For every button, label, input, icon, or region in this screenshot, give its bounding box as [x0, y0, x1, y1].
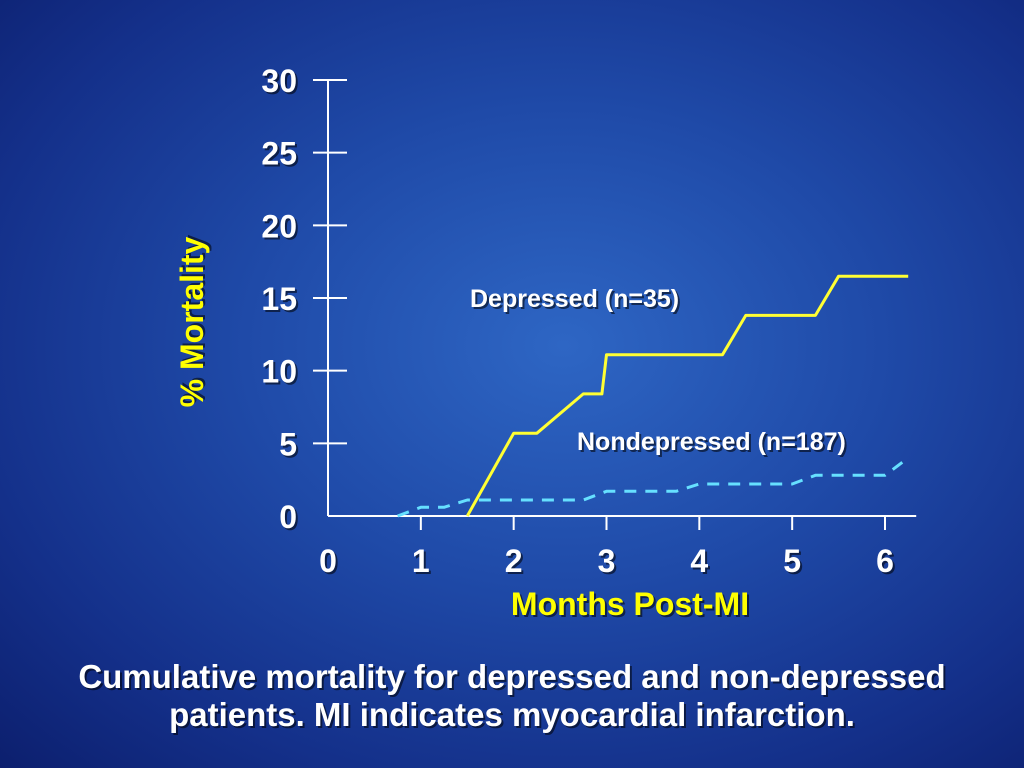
- x-tick-label: 0: [319, 543, 337, 579]
- caption: Cumulative mortality for depressed and n…: [20, 658, 1004, 734]
- y-tick-label: 20: [261, 208, 297, 244]
- x-tick-label: 5: [783, 543, 801, 579]
- y-tick-label: 25: [261, 136, 297, 172]
- y-tick-label: 10: [261, 354, 297, 390]
- x-tick-label: 1: [412, 543, 430, 579]
- y-axis-title: % Mortality: [174, 236, 210, 407]
- y-tick-label: 30: [261, 63, 297, 99]
- series-line-depressed: [465, 274, 909, 517]
- y-tick-label: 5: [279, 426, 297, 462]
- x-tick-label: 6: [876, 543, 894, 579]
- y-tick-label: 0: [279, 499, 297, 535]
- x-tick-label: 4: [690, 543, 708, 579]
- x-tick-label: 2: [505, 543, 523, 579]
- y-tick-label: 15: [261, 281, 297, 317]
- series-label-nondepressed: Nondepressed (n=187): [577, 428, 846, 456]
- caption-line-1: Cumulative mortality for depressed and n…: [78, 658, 946, 695]
- series-line-nondepressed: [397, 456, 910, 518]
- series-label-depressed: Depressed (n=35): [470, 285, 679, 313]
- x-tick-label: 3: [598, 543, 616, 579]
- caption-line-2: patients. MI indicates myocardial infarc…: [169, 696, 855, 733]
- x-axis-title: Months Post-MI: [511, 586, 749, 622]
